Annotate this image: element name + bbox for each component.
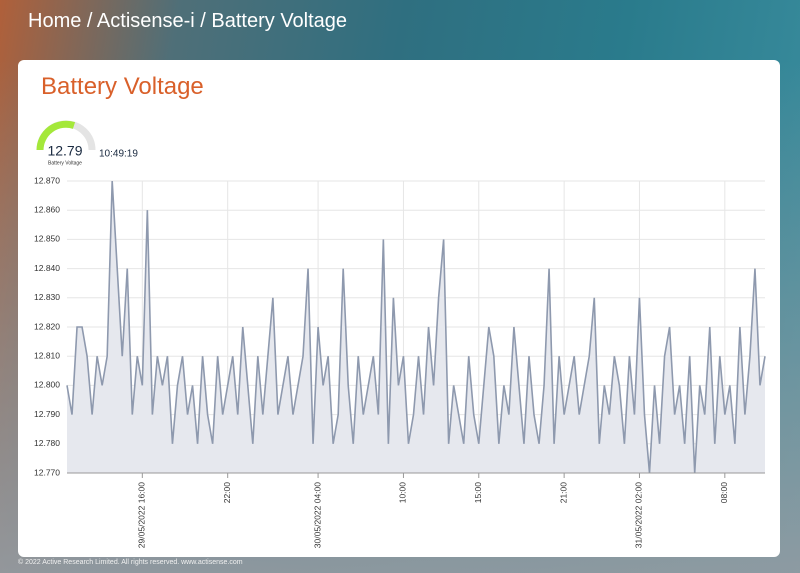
y-tick-label: 12.790 <box>34 409 60 419</box>
y-tick-label: 12.850 <box>34 234 60 244</box>
line <box>66 180 766 474</box>
x-tick-label: 10:00 <box>398 482 408 504</box>
y-tick-label: 12.860 <box>34 204 60 214</box>
y-tick-label: 12.840 <box>34 263 60 273</box>
y-tick-label: 12.870 <box>34 175 60 185</box>
y-tick-label: 12.810 <box>34 350 60 360</box>
x-tick-label: 08:00 <box>719 482 729 504</box>
x-tick-label: 31/05/2022 02:00 <box>634 482 644 548</box>
y-tick-label: 12.800 <box>34 380 60 390</box>
area <box>67 181 765 473</box>
y-tick-label: 12.780 <box>34 438 60 448</box>
x-tick-label: 21:00 <box>558 482 568 504</box>
x-tick-label: 22:00 <box>222 482 232 504</box>
y-tick-label: 12.770 <box>34 467 60 477</box>
gauge-value: 12.79 <box>47 143 82 159</box>
x-tick-label: 30/05/2022 04:00 <box>312 482 322 548</box>
gauge-fill <box>36 120 76 151</box>
panel-title: Battery Voltage <box>41 73 204 100</box>
footer: © 2022 Active Research Limited. All righ… <box>18 559 243 566</box>
x-tick-label: 29/05/2022 16:00 <box>137 482 147 548</box>
y-tick-label: 12.830 <box>34 292 60 302</box>
gauge-label: Battery Voltage <box>48 160 82 166</box>
y-tick-label: 12.820 <box>34 321 60 331</box>
breadcrumb[interactable]: Home / Actisense-i / Battery Voltage <box>28 10 348 32</box>
gauge-time: 10:49:19 <box>99 149 138 160</box>
x-tick-label: 15:00 <box>473 482 483 504</box>
